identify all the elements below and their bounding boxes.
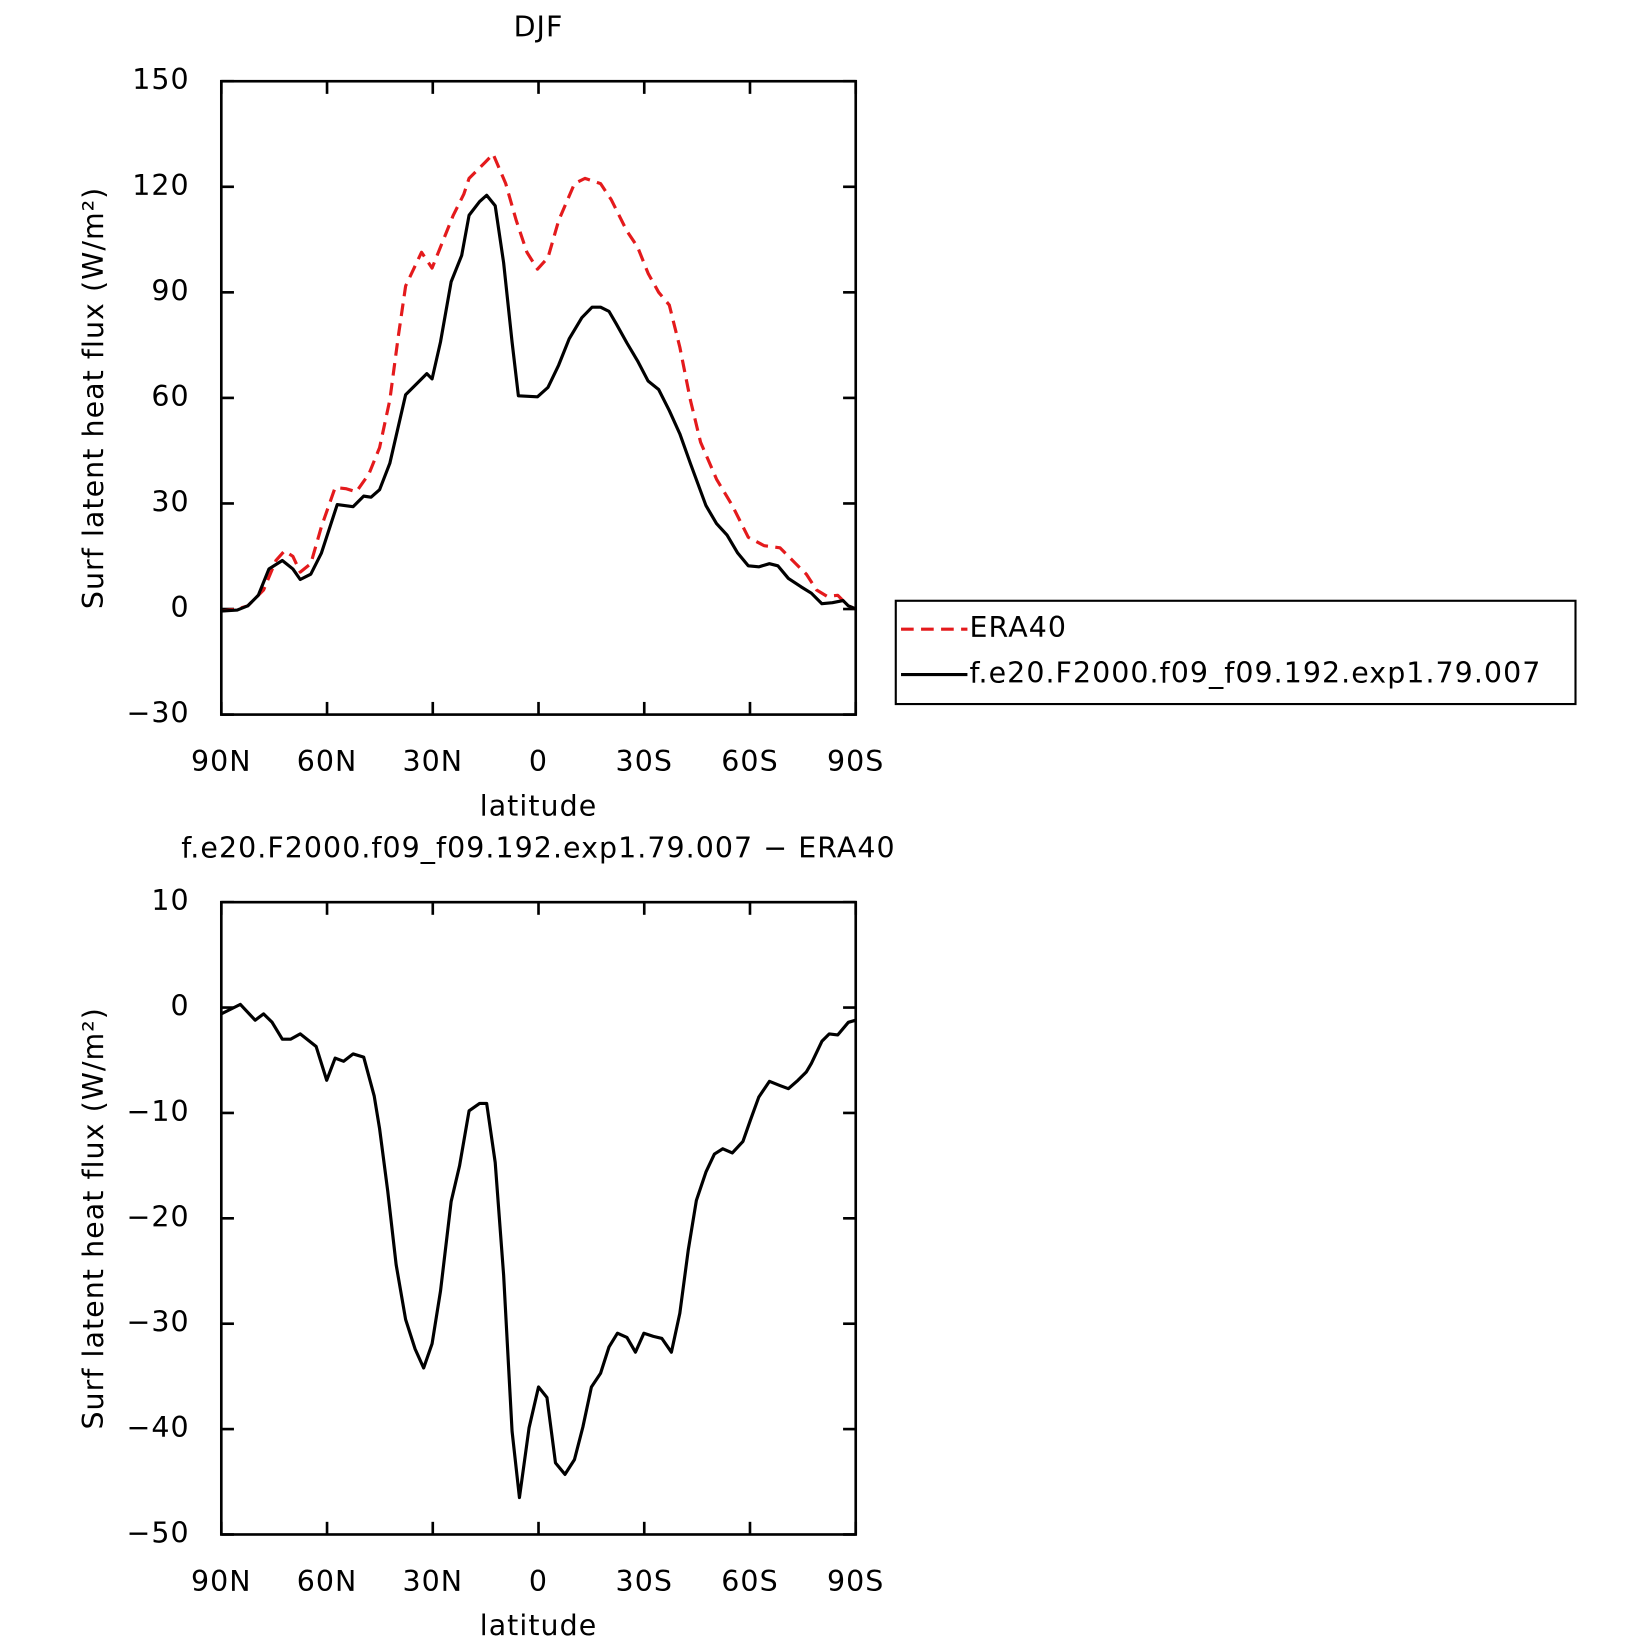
x-axis-label: latitude — [480, 1609, 598, 1641]
x-tick-label: 0 — [529, 1565, 548, 1598]
x-tick-label: 30N — [402, 745, 463, 778]
chart-title: DJF — [514, 11, 564, 44]
x-tick-label: 30N — [402, 1565, 463, 1598]
plot-frame — [219, 79, 858, 716]
x-tick-label: 60S — [721, 1565, 778, 1598]
y-tick-label: 150 — [132, 63, 189, 96]
chart-title: f.e20.F2000.f09_f09.192.exp1.79.007 − ER… — [181, 831, 895, 864]
plot-frame — [219, 900, 858, 1536]
x-tick-label: 60N — [297, 745, 358, 778]
y-tick-label: −20 — [127, 1200, 190, 1233]
legend-box — [894, 599, 1577, 706]
data-line — [220, 1002, 857, 1500]
x-tick-label: 90N — [191, 745, 252, 778]
x-tick-label: 90S — [827, 745, 884, 778]
y-tick-label: −30 — [127, 1306, 190, 1339]
y-axis-label: Surf latent heat flux (W/m²) — [77, 187, 110, 609]
y-axis-label: Surf latent heat flux (W/m²) — [77, 1007, 110, 1429]
y-tick-label: 0 — [171, 990, 190, 1023]
y-tick-label: −50 — [127, 1516, 190, 1549]
y-tick-label: 0 — [171, 591, 190, 624]
y-tick-label: 90 — [151, 274, 189, 307]
x-tick-label: 30S — [616, 745, 673, 778]
y-tick-label: −10 — [127, 1095, 190, 1128]
x-axis-label: latitude — [480, 789, 598, 822]
y-tick-label: 120 — [132, 169, 189, 202]
y-tick-label: −30 — [127, 697, 190, 730]
x-tick-label: 0 — [529, 745, 548, 778]
x-tick-label: 60N — [297, 1565, 358, 1598]
legend-label: ERA40 — [970, 611, 1067, 644]
y-tick-label: 30 — [151, 485, 189, 518]
legend-label: f.e20.F2000.f09_f09.192.exp1.79.007 — [970, 657, 1542, 690]
x-tick-label: 30S — [616, 1565, 673, 1598]
y-tick-label: 60 — [151, 380, 189, 413]
x-tick-label: 90S — [827, 1565, 884, 1598]
data-line — [221, 193, 857, 613]
x-tick-label: 60S — [721, 745, 778, 778]
y-tick-label: −40 — [127, 1411, 190, 1444]
y-tick-label: 10 — [151, 884, 189, 917]
data-line — [221, 152, 857, 613]
x-tick-label: 90N — [191, 1565, 252, 1598]
